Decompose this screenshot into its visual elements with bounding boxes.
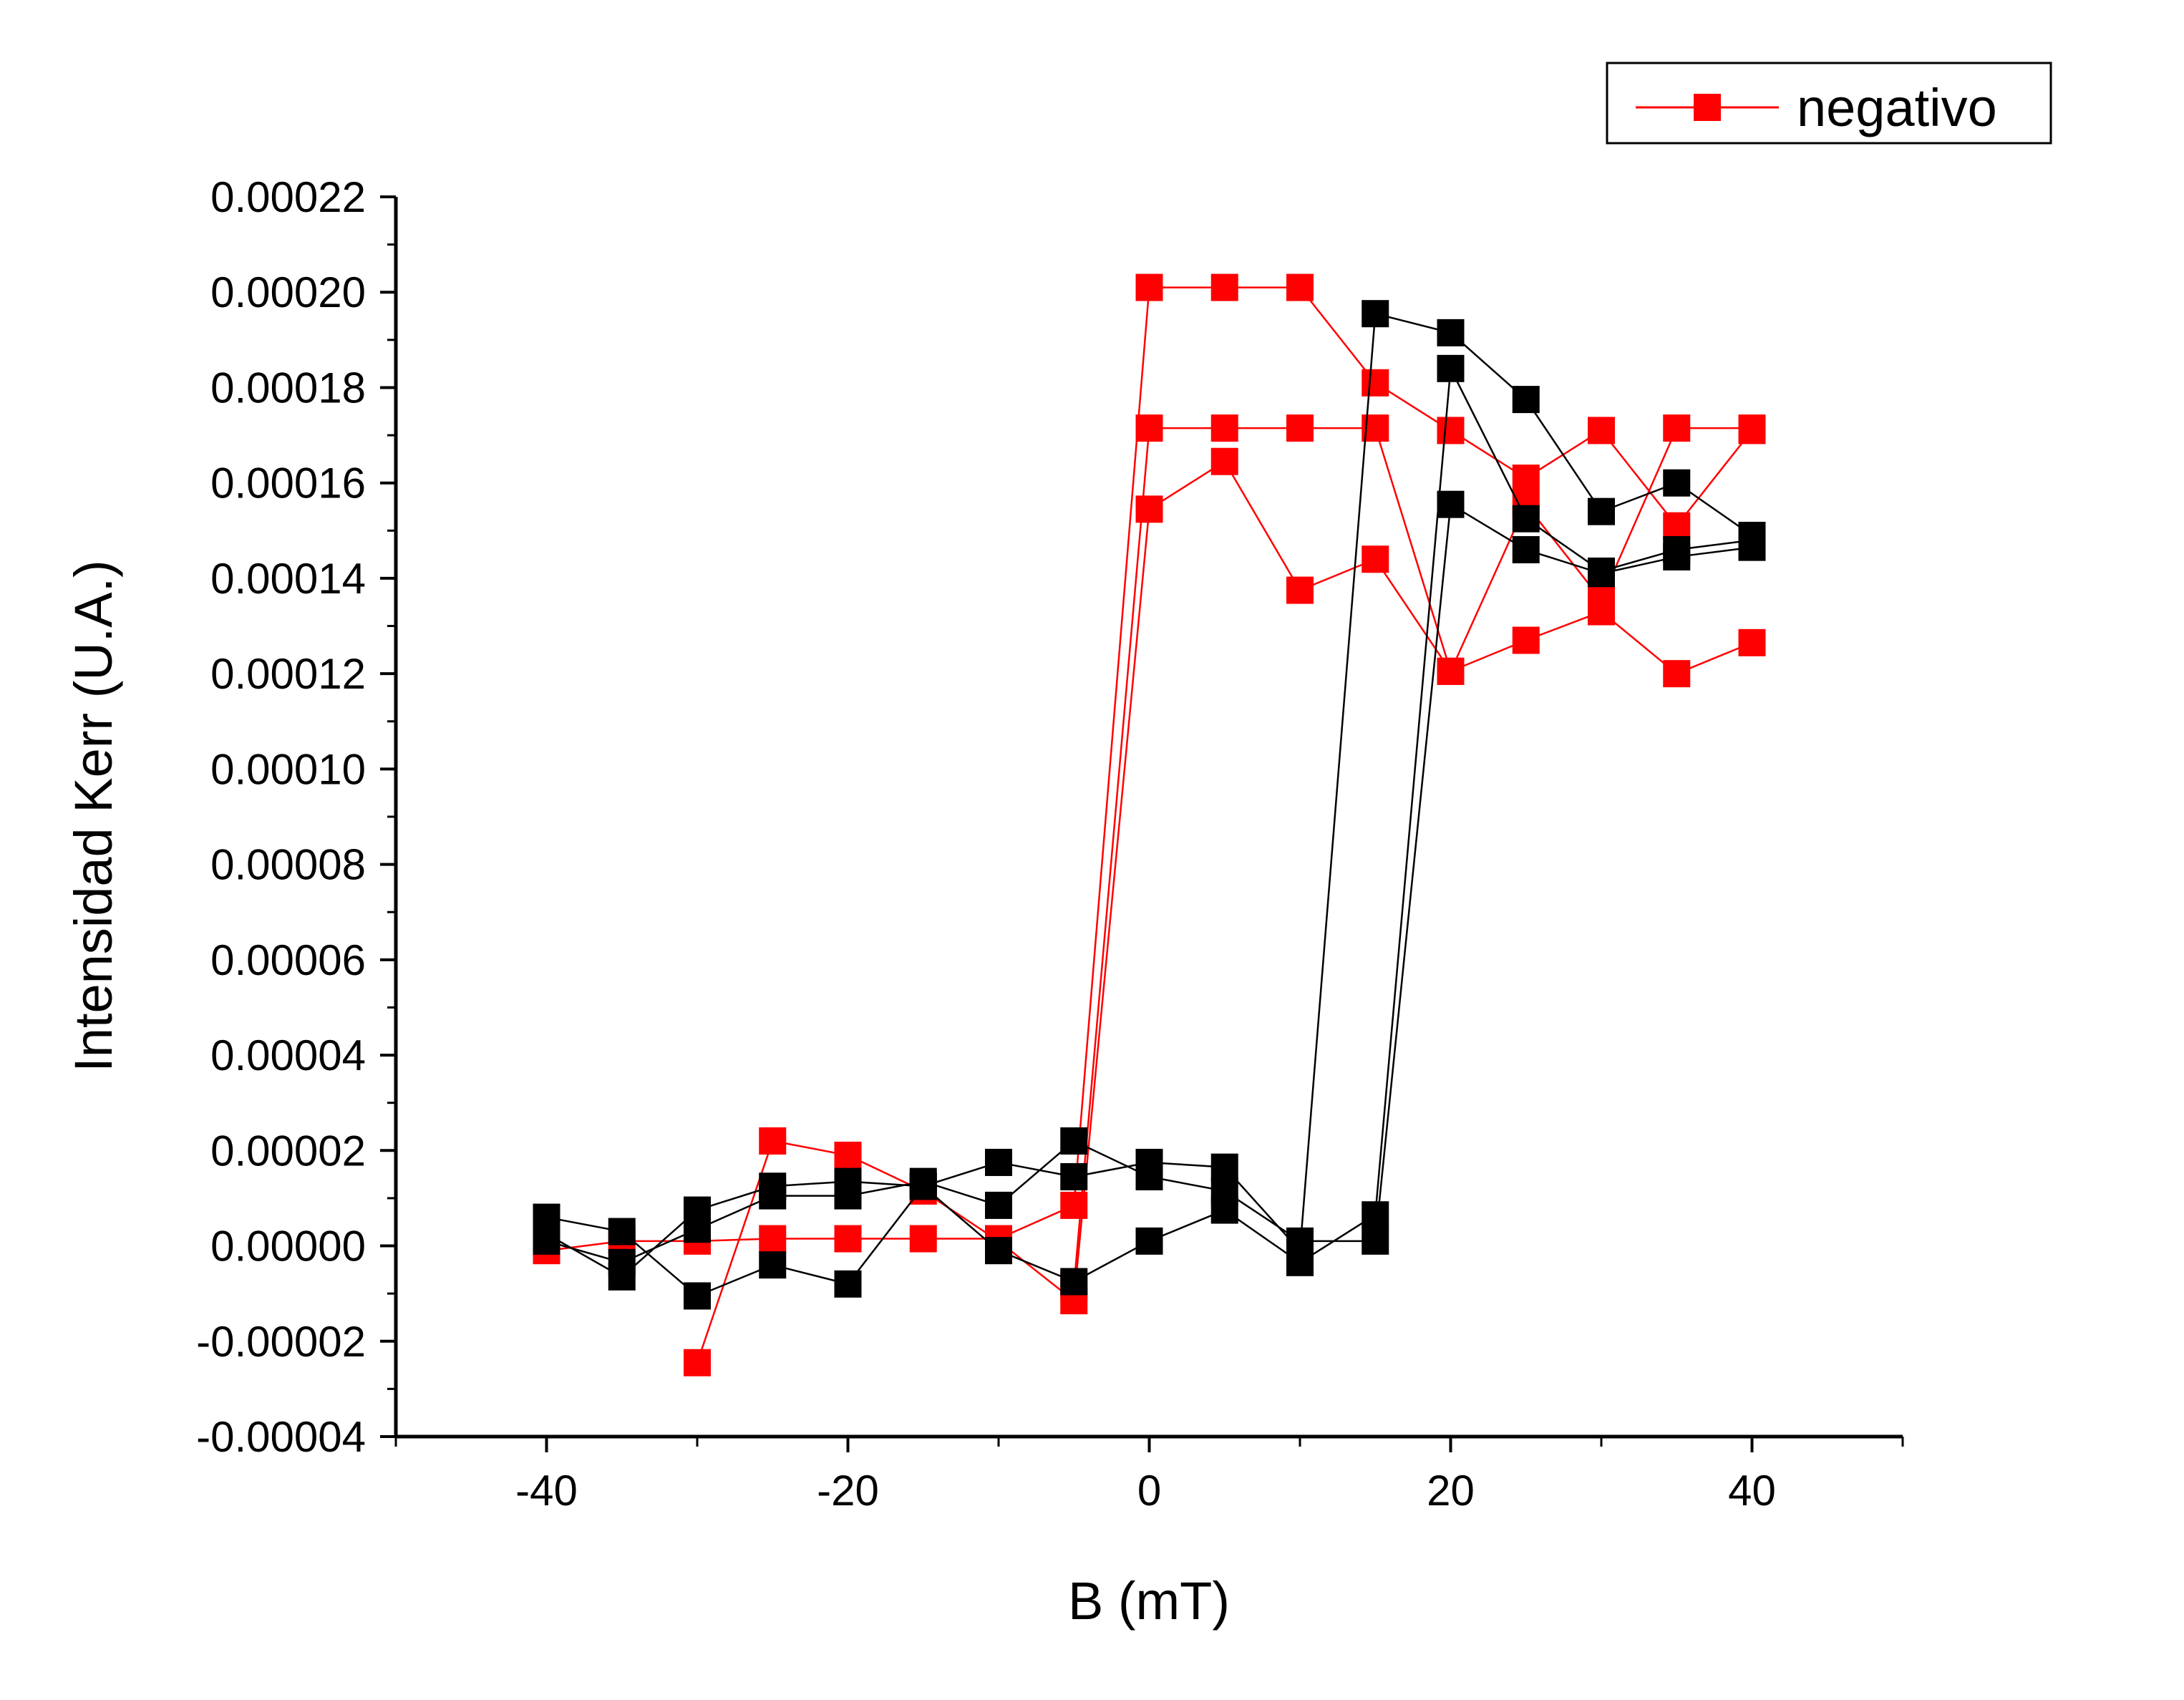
- data-point: [759, 1182, 787, 1210]
- data-point: [1286, 1227, 1314, 1255]
- data-point: [1663, 512, 1691, 540]
- data-point: [985, 1148, 1012, 1176]
- data-point: [1512, 505, 1540, 533]
- data-point: [985, 1237, 1012, 1265]
- data-point: [1588, 560, 1615, 588]
- data-point: [1738, 414, 1766, 442]
- data-point: [759, 1127, 787, 1155]
- y-tick-label: 0.00002: [210, 1127, 366, 1175]
- data-point: [1135, 414, 1163, 442]
- data-point: [1437, 354, 1465, 382]
- data-point: [1663, 660, 1691, 688]
- data-point: [1663, 543, 1691, 570]
- y-tick-label: 0.00004: [210, 1031, 366, 1079]
- data-point: [1210, 414, 1238, 442]
- data-point: [608, 1218, 636, 1245]
- series-layer: [533, 273, 1766, 1376]
- y-tick-label: 0.00000: [210, 1223, 366, 1271]
- data-point: [1060, 1268, 1088, 1296]
- data-point: [1738, 533, 1766, 561]
- x-tick-label: 0: [1137, 1467, 1161, 1515]
- data-point: [1286, 414, 1314, 442]
- y-tick-label: 0.00008: [210, 841, 366, 889]
- data-point: [909, 1225, 937, 1253]
- data-point: [1588, 497, 1615, 525]
- data-point: [1135, 1162, 1163, 1190]
- y-tick-label: 0.00014: [210, 555, 366, 603]
- data-point: [1135, 495, 1163, 523]
- data-point: [1210, 1177, 1238, 1205]
- data-point: [985, 1191, 1012, 1219]
- data-point: [684, 1282, 711, 1310]
- data-point: [1060, 1162, 1088, 1190]
- x-tick-label: -20: [817, 1467, 879, 1515]
- data-point: [1437, 417, 1465, 445]
- data-point: [1362, 369, 1389, 397]
- data-point: [1512, 626, 1540, 654]
- y-tick-label: -0.00002: [196, 1318, 366, 1366]
- data-point: [533, 1227, 560, 1255]
- data-point: [1362, 545, 1389, 573]
- data-point: [759, 1251, 787, 1279]
- legend-box: [1606, 62, 2052, 145]
- x-tick-label: 40: [1728, 1467, 1776, 1515]
- series-3: [533, 300, 1766, 1310]
- data-point: [1663, 469, 1691, 497]
- data-point: [834, 1225, 862, 1253]
- y-axis-title: Intensidad Kerr (U.A.): [64, 560, 123, 1072]
- data-point: [1135, 1227, 1163, 1255]
- series-2: [1060, 414, 1766, 1301]
- y-tick-label: -0.00004: [196, 1413, 366, 1461]
- data-point: [1588, 417, 1615, 445]
- y-tick-label: 0.00022: [210, 173, 366, 221]
- data-point: [1738, 628, 1766, 656]
- data-point: [909, 1167, 937, 1195]
- series-line: [1073, 427, 1752, 1287]
- data-point: [759, 1225, 787, 1253]
- y-tick-label: 0.00020: [210, 268, 366, 316]
- data-point: [1135, 273, 1163, 301]
- data-point: [834, 1141, 862, 1169]
- data-point: [1210, 447, 1238, 475]
- data-point: [834, 1182, 862, 1210]
- data-point: [1512, 465, 1540, 492]
- data-point: [684, 1215, 711, 1243]
- y-tick-label: 0.00016: [210, 460, 366, 507]
- legend-label: negativo: [1797, 78, 1997, 137]
- series-5: [533, 490, 1766, 1276]
- data-point: [1210, 273, 1238, 301]
- legend-marker: [1694, 94, 1721, 121]
- data-point: [1437, 657, 1465, 685]
- legend: negativo: [1606, 62, 2052, 145]
- data-point: [1362, 1201, 1389, 1229]
- x-tick-label: -40: [515, 1467, 578, 1515]
- y-tick-label: 0.00018: [210, 364, 366, 412]
- series-line: [546, 312, 1753, 1297]
- ticks-layer: -0.00004 -0.00002 0.00000 0.00002 0.00004 0.0…: [196, 173, 1904, 1515]
- data-point: [1437, 490, 1465, 518]
- data-point: [1512, 386, 1540, 414]
- x-tick-label: 20: [1427, 1467, 1475, 1515]
- data-point: [1437, 319, 1465, 346]
- data-point: [1286, 273, 1314, 301]
- data-point: [1512, 535, 1540, 563]
- data-point: [1210, 1153, 1238, 1181]
- data-point: [1588, 586, 1615, 613]
- data-point: [1286, 576, 1314, 604]
- data-point: [684, 1349, 711, 1376]
- y-tick-label: 0.00006: [210, 936, 366, 984]
- data-point: [834, 1270, 862, 1298]
- y-tick-label: 0.00010: [210, 745, 366, 793]
- data-point: [1362, 300, 1389, 328]
- data-point: [1663, 414, 1691, 442]
- data-point: [1362, 1227, 1389, 1255]
- x-axis-title: B (mT): [1068, 1571, 1230, 1631]
- y-tick-label: 0.00012: [210, 650, 366, 698]
- data-point: [608, 1248, 636, 1276]
- data-point: [1060, 1127, 1088, 1155]
